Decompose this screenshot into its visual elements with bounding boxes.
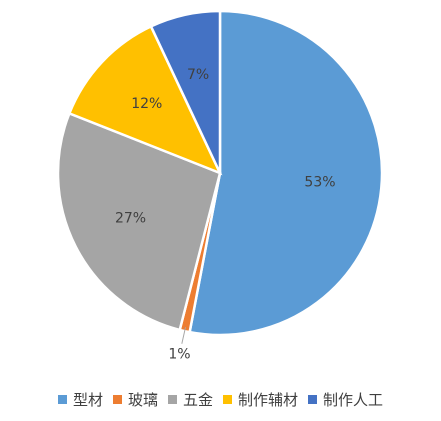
legend-label-5: 制作人工 [323, 391, 384, 409]
legend-item-1: 型材 [57, 389, 103, 410]
data-label-4: 12% [131, 96, 162, 112]
legend-item-3: 五金 [167, 389, 213, 410]
legend-swatch-1 [57, 395, 67, 404]
data-label-5: 7% [187, 67, 209, 83]
legend-label-3: 五金 [182, 391, 213, 409]
data-label-3: 27% [115, 211, 146, 227]
pie-slice-3 [56, 111, 222, 332]
legend-item-2: 玻璃 [112, 389, 158, 410]
legend-label-1: 型材 [72, 391, 103, 409]
legend-swatch-3 [167, 395, 177, 404]
legend-label-4: 制作辅材 [238, 391, 299, 409]
legend-label-2: 玻璃 [127, 391, 158, 409]
pie-slice-4 [67, 24, 223, 176]
pie-slice-1 [188, 9, 384, 337]
data-label-2: 1% [168, 347, 190, 363]
legend: 型材 玻璃 五金 制作辅材 制作人工 [0, 389, 441, 410]
leader-line-2 [181, 327, 187, 344]
legend-item-5: 制作人工 [308, 389, 383, 410]
pie-slice-5 [149, 9, 222, 174]
data-label-1: 53% [304, 174, 335, 190]
legend-item-4: 制作辅材 [223, 389, 298, 410]
legend-swatch-4 [223, 395, 232, 404]
legend-swatch-2 [112, 395, 122, 404]
legend-swatch-5 [308, 395, 318, 404]
